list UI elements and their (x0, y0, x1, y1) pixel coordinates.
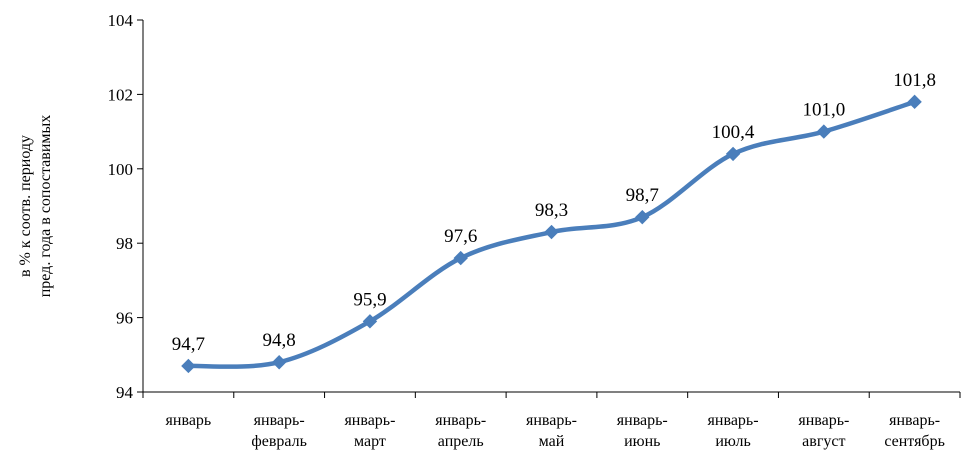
data-point-marker (271, 355, 287, 370)
data-point-marker (816, 124, 832, 139)
x-category-label: январь-май (526, 412, 577, 450)
data-point-marker (907, 94, 922, 110)
x-category-label-line: январь- (254, 412, 305, 429)
data-label: 95,9 (353, 289, 386, 310)
y-tick-label: 102 (108, 85, 134, 104)
data-point-marker (181, 358, 196, 374)
x-category-label-line: июнь (624, 433, 660, 450)
data-markers (181, 94, 922, 374)
x-category-label: январь-июль (708, 412, 759, 450)
data-point-marker (635, 209, 650, 225)
x-category-label: январь-февраль (251, 412, 307, 450)
y-tick-label: 96 (116, 309, 133, 328)
data-label: 98,7 (626, 185, 659, 206)
x-category-label-line: январь- (435, 412, 486, 429)
data-label: 98,3 (535, 200, 568, 221)
x-category-label-line: январь- (708, 412, 759, 429)
data-point-marker (544, 224, 559, 240)
y-axis-title: в % к соотв. периоду пред. года в сопоста… (17, 115, 54, 298)
x-category-label-line: январь (166, 412, 212, 429)
data-label: 94,7 (172, 334, 205, 355)
y-tick-label: 98 (116, 234, 133, 253)
y-axis-title-text: в % к соотв. периоду пред. года в сопоста… (17, 115, 54, 298)
y-tick-label: 100 (108, 160, 134, 179)
x-category-label-line: март (354, 433, 386, 450)
x-category-label: январь (166, 412, 212, 429)
x-category-label-line: январь- (798, 412, 849, 429)
x-category-label-line: сентябрь (884, 433, 945, 450)
x-category-label-line: апрель (438, 433, 484, 450)
x-category-label-line: январь- (526, 412, 577, 429)
data-label: 97,6 (444, 226, 477, 247)
data-labels: 94,7 94,8 95,9 97,6 98,3 98,7 100,4 101,0 101,8 (172, 70, 936, 355)
x-category-label-line: январь- (344, 412, 395, 429)
data-point-marker (725, 146, 741, 162)
x-category-label: январь-март (344, 412, 395, 450)
data-label: 100,4 (712, 122, 755, 143)
y-tick-label: 104 (108, 11, 134, 30)
x-category-label-line: январь- (889, 412, 940, 429)
x-category-label-line: февраль (251, 433, 307, 450)
x-category-label-line: январь- (617, 412, 668, 429)
x-category-label: январь-июнь (617, 412, 668, 450)
y-axis-title-line: в % к соотв. периоду (17, 135, 34, 277)
x-category-label-line: август (802, 433, 845, 450)
x-category-label: январь-апрель (435, 412, 486, 450)
x-category-label-line: май (539, 433, 565, 450)
data-label: 94,8 (263, 330, 296, 351)
x-category-label: январь-август (798, 412, 849, 450)
data-point-marker (453, 250, 468, 266)
data-point-marker (362, 314, 378, 329)
data-label: 101,0 (802, 100, 845, 121)
y-tick-label: 94 (116, 383, 134, 402)
x-category-label: январь-сентябрь (884, 412, 945, 450)
data-label: 101,8 (893, 70, 936, 91)
y-axis-title-line: пред. года в сопоставимых (37, 115, 54, 298)
x-category-label-line: июль (715, 433, 750, 450)
